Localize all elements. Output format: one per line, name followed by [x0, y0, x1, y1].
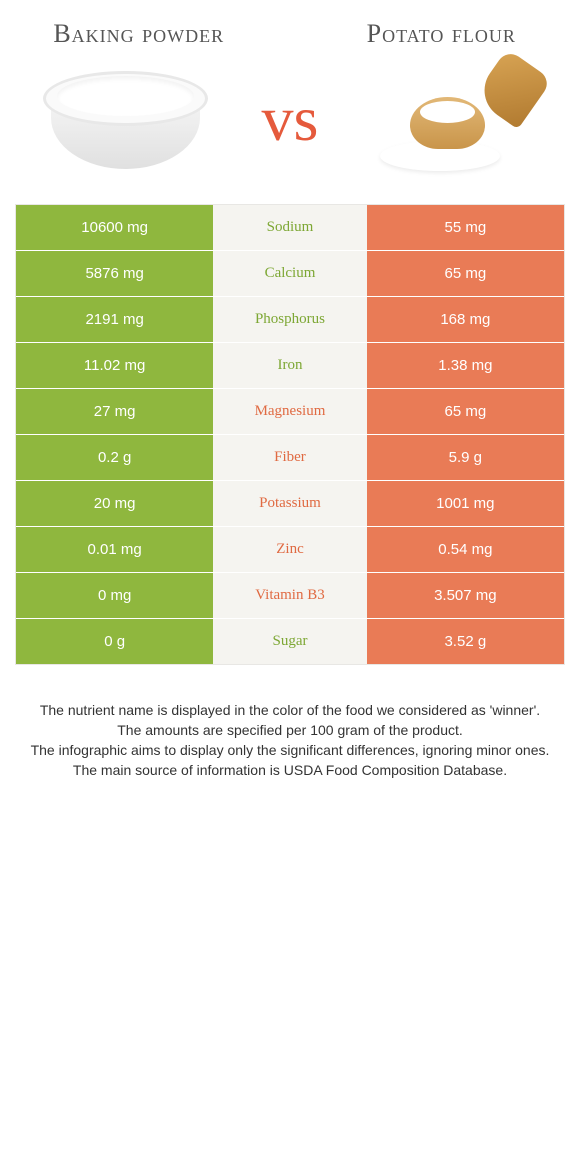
title-row: Baking powder Potato flour	[15, 20, 565, 49]
nutrient-label: Iron	[213, 343, 366, 388]
value-left: 0.2 g	[16, 435, 213, 480]
table-row: 0 gSugar3.52 g	[16, 618, 564, 664]
value-left: 20 mg	[16, 481, 213, 526]
value-right: 55 mg	[367, 205, 564, 250]
image-row: vs	[15, 59, 565, 179]
table-row: 0 mgVitamin B33.507 mg	[16, 572, 564, 618]
nutrient-label: Zinc	[213, 527, 366, 572]
vs-label: vs	[262, 87, 319, 151]
value-left: 11.02 mg	[16, 343, 213, 388]
value-right: 168 mg	[367, 297, 564, 342]
footer-line: The infographic aims to display only the…	[23, 740, 557, 760]
bowl-icon	[43, 61, 208, 176]
table-row: 11.02 mgIron1.38 mg	[16, 342, 564, 388]
value-right: 5.9 g	[367, 435, 564, 480]
value-left: 27 mg	[16, 389, 213, 434]
value-left: 0.01 mg	[16, 527, 213, 572]
footer-line: The nutrient name is displayed in the co…	[23, 700, 557, 720]
nutrient-label: Sugar	[213, 619, 366, 664]
value-right: 0.54 mg	[367, 527, 564, 572]
value-right: 65 mg	[367, 389, 564, 434]
image-left	[15, 61, 235, 176]
footer-line: The main source of information is USDA F…	[23, 760, 557, 780]
table-row: 10600 mgSodium55 mg	[16, 205, 564, 250]
nutrient-label: Sodium	[213, 205, 366, 250]
table-row: 20 mgPotassium1001 mg	[16, 480, 564, 526]
table-row: 27 mgMagnesium65 mg	[16, 388, 564, 434]
title-left: Baking powder	[15, 20, 263, 49]
value-right: 65 mg	[367, 251, 564, 296]
nutrient-label: Phosphorus	[213, 297, 366, 342]
infographic: Baking powder Potato flour vs 10600 mgSo…	[0, 0, 580, 811]
table-row: 2191 mgPhosphorus168 mg	[16, 296, 564, 342]
title-right: Potato flour	[318, 20, 566, 49]
table-row: 0.2 gFiber5.9 g	[16, 434, 564, 480]
nutrient-label: Magnesium	[213, 389, 366, 434]
value-left: 5876 mg	[16, 251, 213, 296]
image-right	[345, 59, 565, 179]
value-right: 1.38 mg	[367, 343, 564, 388]
value-right: 1001 mg	[367, 481, 564, 526]
scoop-icon	[370, 59, 540, 179]
value-left: 10600 mg	[16, 205, 213, 250]
comparison-table: 10600 mgSodium55 mg5876 mgCalcium65 mg21…	[15, 204, 565, 665]
footer-notes: The nutrient name is displayed in the co…	[15, 700, 565, 781]
nutrient-label: Vitamin B3	[213, 573, 366, 618]
nutrient-label: Calcium	[213, 251, 366, 296]
value-right: 3.52 g	[367, 619, 564, 664]
table-row: 0.01 mgZinc0.54 mg	[16, 526, 564, 572]
value-left: 2191 mg	[16, 297, 213, 342]
value-left: 0 mg	[16, 573, 213, 618]
value-left: 0 g	[16, 619, 213, 664]
value-right: 3.507 mg	[367, 573, 564, 618]
nutrient-label: Potassium	[213, 481, 366, 526]
nutrient-label: Fiber	[213, 435, 366, 480]
footer-line: The amounts are specified per 100 gram o…	[23, 720, 557, 740]
table-row: 5876 mgCalcium65 mg	[16, 250, 564, 296]
